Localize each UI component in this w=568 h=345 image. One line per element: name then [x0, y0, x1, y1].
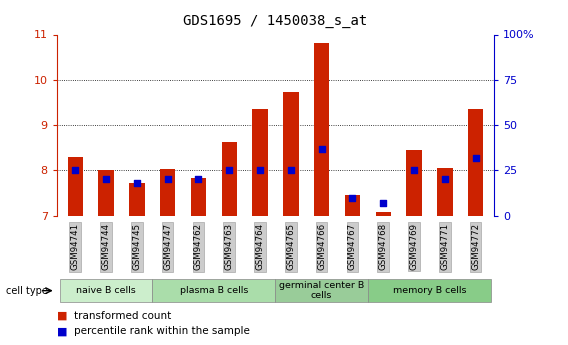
Point: [317, 146, 326, 151]
Point: [286, 168, 295, 173]
Text: GSM94741: GSM94741: [71, 223, 80, 270]
Bar: [345, 195, 360, 216]
Bar: [160, 169, 176, 216]
Text: GSM94768: GSM94768: [379, 223, 388, 270]
Bar: [152, 279, 275, 302]
Bar: [437, 168, 453, 216]
Text: GSM94744: GSM94744: [102, 223, 111, 270]
Text: germinal center B
cells: germinal center B cells: [279, 281, 364, 300]
Text: ■: ■: [57, 326, 67, 336]
Text: GSM94771: GSM94771: [440, 223, 449, 270]
Bar: [129, 183, 145, 216]
Text: GSM94765: GSM94765: [286, 223, 295, 270]
Text: ■: ■: [57, 311, 67, 321]
Text: plasma B cells: plasma B cells: [179, 286, 248, 295]
Text: GSM94766: GSM94766: [317, 223, 326, 270]
Point: [471, 155, 480, 160]
Bar: [191, 178, 206, 216]
Text: GDS1695 / 1450038_s_at: GDS1695 / 1450038_s_at: [183, 13, 367, 28]
Text: GSM94769: GSM94769: [410, 223, 419, 270]
Point: [348, 195, 357, 200]
Bar: [468, 109, 483, 216]
Text: transformed count: transformed count: [74, 311, 171, 321]
Bar: [375, 212, 391, 216]
Bar: [68, 157, 83, 216]
Bar: [406, 150, 422, 216]
Bar: [275, 279, 368, 302]
Bar: [314, 43, 329, 216]
Text: memory B cells: memory B cells: [392, 286, 466, 295]
Bar: [252, 109, 268, 216]
Text: GSM94767: GSM94767: [348, 223, 357, 270]
Text: GSM94745: GSM94745: [132, 223, 141, 270]
Bar: [222, 142, 237, 216]
Bar: [283, 92, 299, 216]
Text: GSM94762: GSM94762: [194, 223, 203, 270]
Bar: [368, 279, 491, 302]
Text: GSM94764: GSM94764: [256, 223, 265, 270]
Point: [379, 200, 388, 206]
Point: [410, 168, 419, 173]
Bar: [98, 170, 114, 216]
Bar: [60, 279, 152, 302]
Point: [440, 177, 449, 182]
Text: naive B cells: naive B cells: [76, 286, 136, 295]
Point: [194, 177, 203, 182]
Point: [225, 168, 234, 173]
Point: [163, 177, 172, 182]
Text: GSM94772: GSM94772: [471, 223, 480, 270]
Point: [256, 168, 265, 173]
Text: GSM94747: GSM94747: [163, 223, 172, 270]
Text: percentile rank within the sample: percentile rank within the sample: [74, 326, 250, 336]
Point: [102, 177, 111, 182]
Text: GSM94763: GSM94763: [225, 223, 234, 270]
Point: [71, 168, 80, 173]
Text: cell type: cell type: [6, 286, 48, 296]
Point: [132, 180, 141, 186]
